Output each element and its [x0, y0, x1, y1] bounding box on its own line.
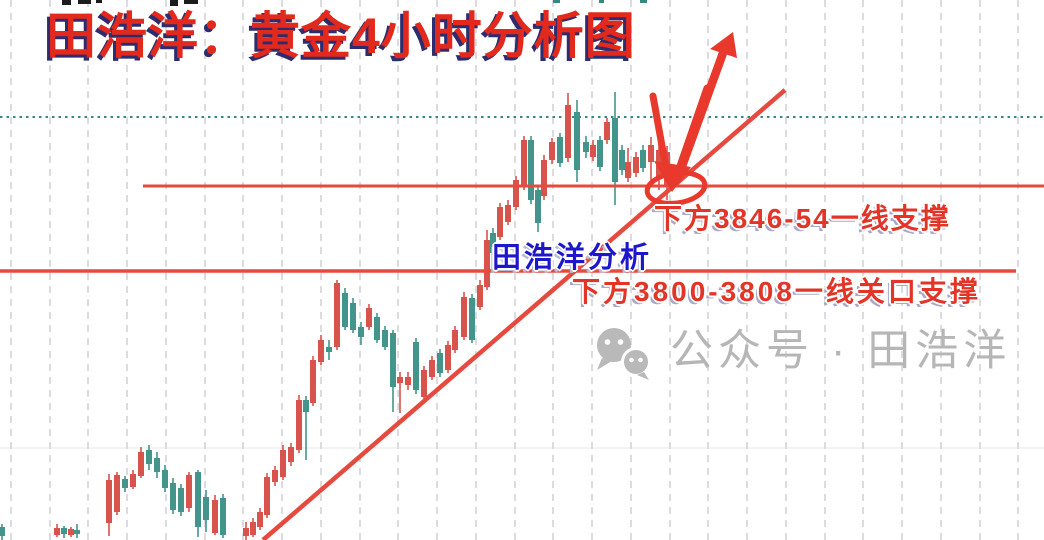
- candle-body: [280, 450, 286, 477]
- candle-body: [374, 317, 380, 340]
- candle-body: [146, 450, 152, 464]
- candle-body: [366, 308, 372, 327]
- candle-body: [557, 137, 563, 163]
- candle-body: [106, 480, 112, 523]
- candle-body: [318, 340, 324, 362]
- candle-body: [604, 122, 610, 140]
- candle-body: [469, 298, 475, 340]
- candle-body: [310, 360, 316, 403]
- candle-body: [452, 330, 458, 350]
- candle-body: [162, 470, 168, 488]
- candle-body: [574, 112, 580, 170]
- cropped-text-fragment: [640, 0, 647, 3]
- candle-body: [413, 342, 419, 390]
- candle-body: [612, 118, 618, 182]
- candle-body: [296, 400, 302, 450]
- candle-body: [138, 452, 144, 476]
- candle-body: [220, 498, 226, 535]
- candle-body: [303, 400, 309, 412]
- candle-body: [437, 353, 443, 373]
- candle-body: [477, 285, 483, 307]
- candle-body: [405, 377, 411, 385]
- candle-body: [484, 240, 490, 287]
- up-arrow-shaft: [672, 48, 728, 185]
- candle-body: [212, 500, 218, 533]
- candle-body: [257, 512, 263, 527]
- candle-body: [74, 530, 80, 534]
- candle-body: [625, 162, 631, 178]
- candle-body: [429, 360, 435, 377]
- candle-body: [640, 150, 646, 168]
- candle-body: [178, 488, 184, 512]
- candle-body: [54, 528, 60, 535]
- candle-body: [583, 142, 589, 152]
- candle-body: [326, 347, 332, 352]
- candle-body: [461, 297, 467, 337]
- candle-body: [445, 345, 451, 370]
- cropped-text-fragment: [62, 0, 71, 5]
- rising-trendline: [261, 88, 787, 540]
- candle-body: [154, 458, 160, 472]
- cropped-text-fragment: [78, 0, 91, 4]
- candle-body: [195, 472, 201, 527]
- candle-body: [633, 157, 639, 173]
- candle-body: [497, 207, 503, 237]
- candle-body: [350, 303, 356, 330]
- down-arrow-shaft: [649, 92, 670, 172]
- analyst-label: 田浩洋分析: [492, 242, 653, 274]
- cropped-text-fragment: [170, 0, 178, 6]
- candle-body: [264, 477, 270, 515]
- candle-body: [390, 333, 396, 387]
- candle-body: [382, 330, 388, 347]
- candle-body: [619, 150, 625, 170]
- page-title: 田浩洋：黄金4小时分析图: [46, 8, 636, 64]
- cropped-text-fragment: [553, 0, 560, 3]
- up-arrow-head: [710, 32, 737, 58]
- candle-body: [243, 528, 249, 536]
- candle-body: [590, 145, 596, 157]
- candle-body: [521, 140, 527, 187]
- candle-body: [203, 497, 209, 520]
- candle-body: [549, 142, 555, 160]
- candle-body: [68, 529, 74, 535]
- candle-body: [505, 205, 511, 222]
- candle-body: [397, 377, 403, 383]
- watermark-text: 公众号 · 田浩洋: [670, 327, 1012, 375]
- lower-support-label: 下方3800-3808一线关口支撑: [572, 276, 981, 307]
- candle-body: [334, 283, 340, 347]
- cropped-text-fragment: [599, 0, 604, 3]
- candle-body: [597, 140, 603, 167]
- candle-body: [648, 145, 654, 162]
- candle-body: [61, 528, 67, 534]
- candle-body: [535, 190, 541, 223]
- candle-body: [170, 483, 176, 510]
- upper-support-label: 下方3846-54一线支撑: [654, 203, 951, 234]
- candle-body: [130, 474, 136, 487]
- wechat-icon: [592, 326, 658, 387]
- candle-body: [541, 160, 547, 196]
- candle-body: [122, 479, 128, 488]
- cropped-text-fragment: [184, 0, 198, 4]
- candle-body: [0, 527, 5, 536]
- watermark: 公众号 · 田浩洋: [592, 326, 1011, 387]
- candle-body: [342, 293, 348, 327]
- candle-body: [490, 233, 496, 253]
- cropped-text-fragment: [96, 0, 102, 3]
- candle-body: [358, 327, 364, 337]
- candle-body: [565, 105, 571, 158]
- candle-body: [114, 475, 120, 512]
- candle-body: [250, 522, 256, 535]
- candle-body: [288, 447, 294, 462]
- candle-body: [272, 470, 278, 482]
- candle-body: [421, 370, 427, 397]
- candle-body: [186, 475, 192, 508]
- candle-body: [528, 140, 534, 200]
- candle-body: [513, 180, 519, 207]
